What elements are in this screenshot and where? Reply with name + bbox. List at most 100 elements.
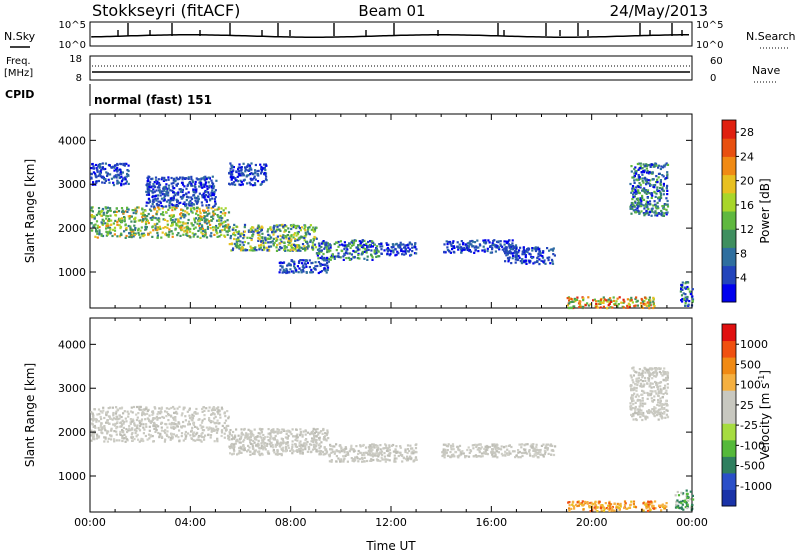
- data-cell: [98, 233, 101, 236]
- data-cell: [103, 436, 106, 439]
- data-cell: [205, 204, 208, 207]
- data-cell: [162, 213, 165, 217]
- data-cell: [207, 428, 210, 431]
- data-cell: [462, 241, 465, 245]
- data-cell: [135, 212, 138, 215]
- data-cell: [159, 433, 162, 436]
- data-cell: [213, 198, 216, 201]
- data-cell: [148, 199, 151, 202]
- data-cell: [127, 169, 130, 173]
- data-cell: [161, 231, 164, 234]
- data-cell: [345, 453, 348, 456]
- data-cell: [273, 436, 276, 440]
- data-cell: [154, 176, 158, 179]
- data-cell: [664, 163, 667, 166]
- data-cell: [190, 210, 193, 213]
- data-cell: [188, 182, 191, 185]
- data-cell: [534, 249, 538, 253]
- data-cell: [153, 181, 156, 184]
- data-cell: [289, 431, 292, 434]
- data-cell: [238, 449, 241, 452]
- data-cell: [115, 415, 118, 418]
- data-cell: [380, 456, 383, 459]
- data-cell: [657, 172, 661, 175]
- data-cell: [249, 441, 252, 444]
- data-cell: [666, 409, 669, 412]
- data-cell: [452, 448, 455, 451]
- data-cell: [125, 228, 128, 231]
- data-cell: [118, 414, 121, 417]
- data-cell: [637, 395, 640, 398]
- data-cell: [317, 271, 320, 275]
- data-cell: [681, 284, 684, 287]
- data-cell: [216, 438, 219, 441]
- data-cell: [643, 169, 646, 172]
- data-cell: [306, 440, 309, 444]
- data-cell: [242, 433, 245, 436]
- data-cell: [226, 410, 229, 413]
- data-cell: [273, 451, 276, 454]
- data-cell: [221, 212, 224, 215]
- data-cell: [193, 185, 196, 188]
- data-cell: [231, 166, 234, 169]
- data-cell: [251, 445, 254, 448]
- data-cell: [650, 386, 653, 389]
- data-cell: [261, 239, 264, 242]
- data-cell: [154, 430, 157, 433]
- data-cell: [658, 504, 661, 507]
- data-cell: [279, 229, 282, 232]
- data-cell: [132, 405, 136, 409]
- data-cell: [262, 445, 265, 448]
- data-cell: [578, 502, 581, 505]
- data-cell: [96, 413, 99, 416]
- data-cell: [163, 440, 166, 443]
- data-cell: [304, 259, 307, 263]
- data-cell: [197, 199, 200, 202]
- data-cell: [589, 501, 592, 505]
- data-cell: [492, 450, 495, 453]
- data-cell: [640, 200, 643, 203]
- data-cell: [300, 447, 303, 450]
- data-cell: [324, 269, 327, 272]
- data-cell: [92, 167, 95, 170]
- data-cell: [606, 300, 609, 303]
- data-cell: [245, 432, 248, 435]
- data-cell: [224, 226, 227, 230]
- data-cell: [147, 233, 150, 236]
- data-cell: [148, 414, 151, 417]
- data-cell: [630, 204, 633, 207]
- data-cell: [500, 452, 503, 455]
- data-cell: [229, 234, 232, 238]
- data-cell: [515, 256, 518, 259]
- data-cell: [309, 451, 312, 454]
- data-cell: [446, 454, 450, 457]
- data-cell: [125, 420, 128, 423]
- data-cell: [450, 448, 453, 451]
- data-cell: [112, 228, 115, 231]
- data-cell: [249, 453, 252, 456]
- data-cell: [207, 186, 210, 189]
- data-cell: [348, 450, 351, 453]
- data-cell: [664, 402, 667, 405]
- data-cell: [446, 246, 449, 249]
- data-cell: [335, 443, 338, 446]
- data-cell: [339, 444, 342, 447]
- data-cell: [655, 371, 658, 374]
- data-cell: [378, 255, 381, 258]
- data-cell: [151, 225, 154, 228]
- data-cell: [642, 189, 645, 192]
- data-cell: [210, 207, 213, 210]
- data-cell: [394, 448, 397, 451]
- data-cell: [157, 178, 160, 181]
- data-cell: [187, 196, 190, 199]
- data-cell: [659, 180, 662, 183]
- data-cell: [317, 433, 320, 436]
- data-cell: [103, 425, 106, 428]
- data-cell: [512, 248, 515, 251]
- data-cell: [524, 451, 527, 454]
- data-cell: [234, 177, 237, 180]
- data-cell: [634, 297, 637, 300]
- data-cell: [513, 450, 516, 453]
- data-cell: [251, 173, 254, 176]
- data-cell: [239, 437, 243, 440]
